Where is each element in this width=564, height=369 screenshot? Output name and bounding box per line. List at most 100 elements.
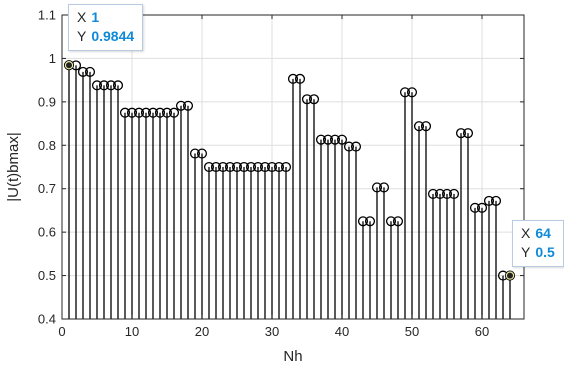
- x-tick-label-2: 20: [195, 324, 209, 339]
- x-tick-label-3: 30: [265, 324, 279, 339]
- stem-marker-15: [161, 107, 173, 118]
- y-tick-label-6: 1: [49, 51, 56, 66]
- datatip-first-y-row: Y 0.9844: [77, 27, 134, 46]
- stem-marker-22: [210, 161, 222, 173]
- stem-marker-8: [112, 80, 124, 91]
- stem-marker-19: [189, 148, 201, 159]
- x-tick-label-5: 50: [405, 324, 419, 339]
- x-axis-label: Nh: [283, 348, 302, 365]
- stem-marker-41: [343, 141, 355, 152]
- stem-marker-6: [98, 80, 110, 91]
- stem-marker-44: [364, 216, 376, 227]
- stem-marker-9: [119, 107, 131, 118]
- stem-marker-21: [203, 161, 215, 173]
- stem-marker-56: [448, 188, 460, 199]
- stem-marker-57: [455, 128, 467, 139]
- datatip-last-x-value: 64: [535, 225, 551, 241]
- stem-marker-29: [259, 161, 271, 173]
- stem-marker-5: [91, 80, 103, 91]
- datatip-first-y-label: Y: [77, 28, 87, 44]
- stem-marker-4: [84, 66, 96, 77]
- x-tick-label-4: 40: [335, 324, 349, 339]
- x-tick-label-1: 10: [125, 324, 139, 339]
- y-tick-label-5: 0.9: [38, 94, 56, 109]
- y-tick-label-4: 0.8: [38, 138, 56, 153]
- markers-group: [63, 60, 516, 281]
- stem-marker-61: [483, 195, 495, 206]
- stem-marker-59: [469, 202, 481, 213]
- stem-marker-13: [147, 107, 159, 118]
- stem-marker-26: [238, 161, 250, 173]
- datatip-last-x-label: X: [521, 225, 531, 241]
- stem-marker-36: [308, 94, 320, 105]
- stem-marker-50: [406, 87, 418, 98]
- datatip-first-marker: [64, 61, 74, 70]
- stem-marker-11: [133, 107, 145, 118]
- stem-marker-32: [280, 161, 292, 173]
- y-tick-label-3: 0.7: [38, 181, 56, 196]
- stem-marker-10: [126, 107, 138, 118]
- y-tick-label-1: 0.5: [38, 268, 56, 283]
- y-axis-label: |U(t)bmax|: [5, 132, 22, 201]
- stem-marker-1: [63, 60, 75, 71]
- stem-marker-23: [217, 161, 229, 173]
- stem-marker-48: [392, 216, 404, 227]
- stem-marker-45: [371, 182, 383, 193]
- stem-marker-58: [462, 128, 474, 139]
- datatip-last-marker: [505, 271, 515, 280]
- y-tick-label-2: 0.6: [38, 225, 56, 240]
- stem-marker-20: [196, 148, 208, 159]
- stem-marker-49: [399, 87, 411, 98]
- stem-marker-14: [154, 107, 166, 118]
- stem-marker-12: [140, 107, 152, 118]
- stem-marker-33: [287, 73, 299, 84]
- stem-marker-30: [266, 161, 278, 173]
- datatip-last-y-row: Y 0.5: [521, 243, 555, 262]
- y-tick-label-7: 1.1: [38, 8, 56, 23]
- stem-marker-51: [413, 121, 425, 132]
- datatip-first-x-value: 1: [91, 9, 100, 25]
- stem-marker-16: [168, 107, 180, 118]
- x-tick-label-6: 60: [475, 324, 489, 339]
- stem-marker-24: [224, 161, 236, 173]
- stem-marker-55: [441, 188, 453, 199]
- stem-marker-39: [329, 134, 341, 145]
- stem-marker-47: [385, 216, 397, 227]
- stem-marker-54: [434, 188, 446, 199]
- datatip-first-y-value: 0.9844: [91, 28, 135, 44]
- stems-group: [68, 65, 511, 319]
- stem-marker-28: [252, 161, 264, 173]
- stem-marker-42: [350, 141, 362, 152]
- stem-marker-27: [245, 161, 257, 173]
- datatip-last-y-value: 0.5: [535, 244, 555, 260]
- stem-marker-53: [427, 188, 439, 199]
- stem-marker-17: [175, 100, 187, 111]
- axes-box: [61, 14, 525, 320]
- datatip-last-y-label: Y: [521, 244, 531, 260]
- stem-marker-60: [476, 202, 488, 213]
- stem-marker-3: [77, 66, 89, 77]
- stem-marker-40: [336, 134, 348, 145]
- datatip-last[interactable]: X 64 Y 0.5: [512, 220, 564, 267]
- stem-marker-64: [504, 270, 516, 281]
- stem-marker-43: [357, 216, 369, 227]
- ticks-group: 0 10 20 30 40 50 60 0.4 0.5 0.6 0.7 0.8 0.9 1 1.1: [38, 8, 524, 339]
- datatip-last-x-row: X 64: [521, 224, 555, 243]
- x-tick-label-0: 0: [58, 324, 65, 339]
- y-tick-label-0: 0.4: [38, 312, 56, 327]
- stem-marker-25: [231, 161, 243, 173]
- stem-marker-62: [490, 195, 502, 206]
- stem-marker-35: [301, 94, 313, 105]
- stem-marker-38: [322, 134, 334, 145]
- stem-marker-31: [273, 161, 285, 173]
- datatip-first-x-label: X: [77, 9, 87, 25]
- stem-marker-18: [182, 100, 194, 111]
- stem-marker-46: [378, 182, 390, 193]
- stem-marker-37: [315, 134, 327, 145]
- stem-marker-34: [294, 73, 306, 84]
- stem-marker-7: [105, 80, 117, 91]
- stem-marker-52: [420, 121, 432, 132]
